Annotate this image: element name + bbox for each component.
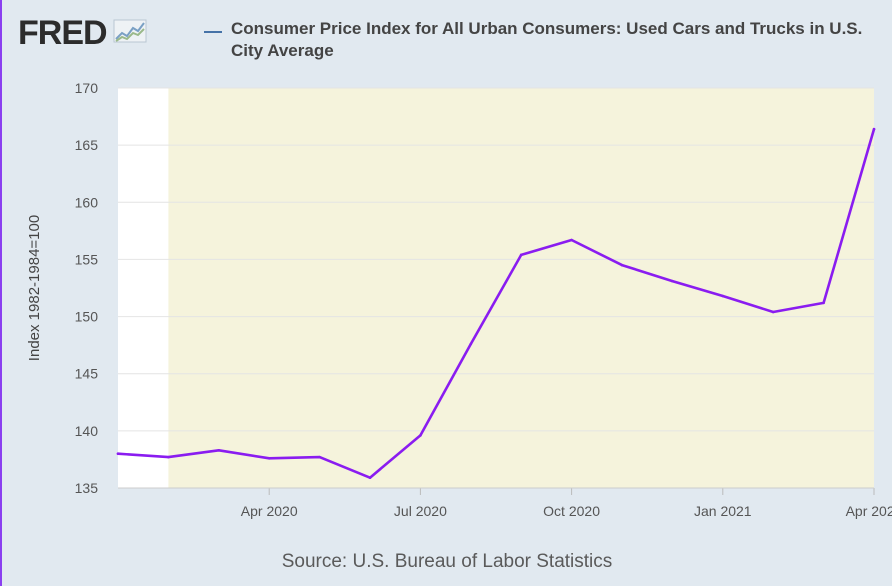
data-point xyxy=(771,310,775,314)
y-axis-tick-labels: 135 140 145 150 155 160 165 170 xyxy=(75,80,99,496)
x-tick-label: Apr 2020 xyxy=(241,503,298,519)
fred-logo-text: FRED xyxy=(18,14,108,52)
x-tick-label: Oct 2020 xyxy=(543,503,600,519)
data-point xyxy=(620,263,624,267)
y-axis-label: Index 1982-1984=100 xyxy=(26,215,43,361)
data-point xyxy=(570,238,573,242)
y-tick-label: 135 xyxy=(75,480,99,496)
y-tick-label: 165 xyxy=(75,137,99,153)
y-tick-label: 145 xyxy=(75,366,99,382)
data-point xyxy=(368,476,372,480)
legend-series-line xyxy=(204,31,222,33)
line-graph-icon xyxy=(113,18,147,49)
data-point xyxy=(267,456,271,460)
shaded-region xyxy=(168,88,874,488)
x-tick-label: Jul 2020 xyxy=(394,503,447,519)
y-tick-label: 140 xyxy=(75,423,99,439)
data-point xyxy=(116,452,120,456)
data-point xyxy=(872,127,876,131)
data-point xyxy=(167,455,170,459)
source-note: Source: U.S. Bureau of Labor Statistics xyxy=(281,551,613,572)
x-tick-label: Apr 2021 xyxy=(846,503,892,519)
data-point xyxy=(671,279,674,283)
series-points xyxy=(116,127,876,480)
x-tick-label: Jan 2021 xyxy=(694,503,752,519)
chart-title: Consumer Price Index for All Urban Consu… xyxy=(231,19,863,60)
data-point xyxy=(217,448,221,452)
x-axis-tick-labels: Apr 2020 Jul 2020 Oct 2020 Jan 2021 Apr 2021 xyxy=(241,503,892,519)
y-tick-label: 150 xyxy=(75,309,99,325)
data-point xyxy=(318,455,321,459)
gridlines xyxy=(118,87,875,495)
chart-header: FRED Consumer Price Index for All Urban … xyxy=(18,12,878,72)
data-point xyxy=(721,294,725,298)
y-tick-label: 160 xyxy=(75,194,99,210)
series-line xyxy=(116,127,876,479)
fred-logo[interactable]: FRED xyxy=(18,14,147,53)
data-point xyxy=(469,342,473,346)
y-tick-label: 170 xyxy=(75,80,99,96)
data-point xyxy=(822,301,825,305)
y-tick-label: 155 xyxy=(75,251,99,267)
data-point xyxy=(519,253,523,257)
data-point xyxy=(419,434,422,437)
